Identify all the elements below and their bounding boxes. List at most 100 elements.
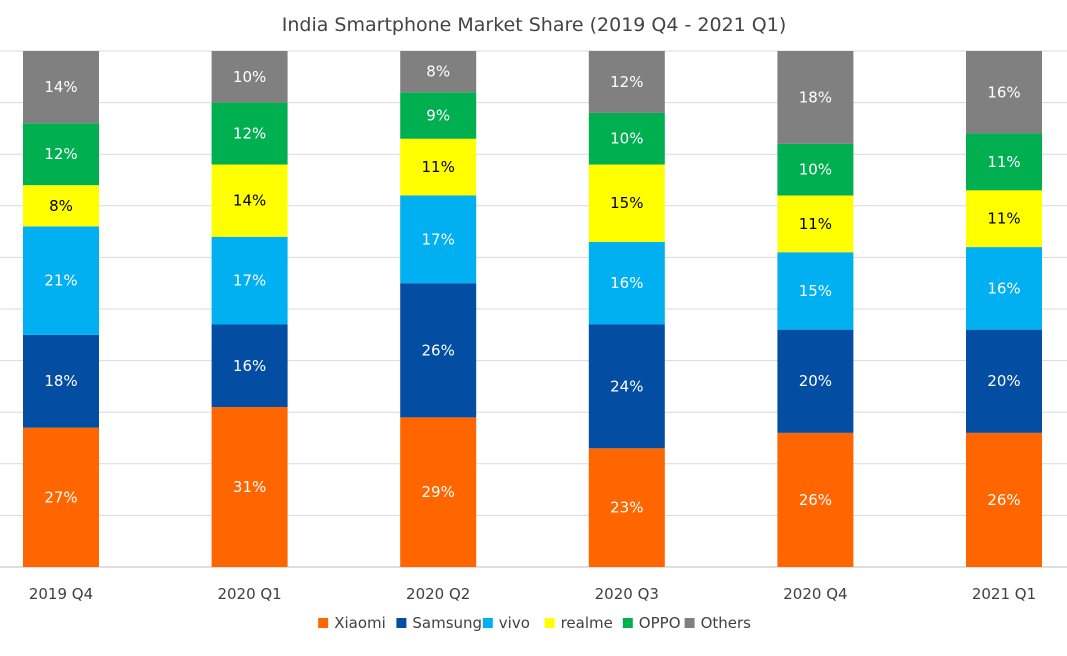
bar-vivo-2019-q4 bbox=[23, 226, 99, 335]
data-label-xiaomi-2019-q4: 27% bbox=[44, 488, 77, 506]
bar-vivo-2020-q3 bbox=[588, 241, 665, 325]
data-label-vivo-2020-q1: 17% bbox=[233, 272, 266, 290]
legend-label: Others bbox=[701, 614, 752, 632]
bar-vivo-2020-q1 bbox=[211, 236, 288, 325]
bar-realme-2020-q1 bbox=[211, 164, 288, 237]
data-label-samsung-2019-q4: 18% bbox=[44, 372, 77, 390]
bar-realme-2020-q4 bbox=[777, 195, 854, 253]
legend-label: OPPO bbox=[639, 614, 681, 632]
bar-oppo-2020-q2 bbox=[400, 92, 477, 139]
bar-vivo-2020-q4 bbox=[777, 252, 854, 330]
chart-title: India Smartphone Market Share (2019 Q4 -… bbox=[282, 14, 787, 36]
data-label-oppo-2020-q1: 12% bbox=[233, 125, 266, 143]
bar-xiaomi-2020-q4 bbox=[777, 432, 854, 567]
x-axis: 2019 Q4 2020 Q1 2020 Q2 2020 Q3 2020 Q4 2021 … bbox=[29, 585, 1036, 603]
data-label-samsung-2020-q4: 20% bbox=[799, 372, 832, 390]
gridlines bbox=[0, 50, 1067, 568]
legend-swatch bbox=[684, 618, 695, 628]
data-label-vivo-2021-q1: 16% bbox=[987, 279, 1020, 297]
legend-label: realme bbox=[561, 614, 613, 632]
data-label-xiaomi-2020-q2: 29% bbox=[422, 483, 455, 501]
bar-samsung-2021-q1 bbox=[966, 329, 1042, 433]
x-tick-label: 2021 Q1 bbox=[972, 585, 1036, 603]
bar-vivo-2020-q2 bbox=[400, 195, 477, 284]
x-tick-label: 2020 Q2 bbox=[406, 585, 470, 603]
bar-others-2021-q1 bbox=[966, 51, 1042, 134]
bar-samsung-2019-q4 bbox=[23, 334, 99, 428]
bar-samsung-2020-q2 bbox=[400, 283, 477, 418]
legend: Xiaomi Samsung vivo realme OPPO Others bbox=[318, 614, 751, 632]
x-tick-label: 2020 Q3 bbox=[595, 585, 659, 603]
data-label-realme-2020-q1: 14% bbox=[233, 192, 266, 210]
bar-xiaomi-2019-q4 bbox=[23, 427, 99, 567]
bar-oppo-2019-q4 bbox=[23, 123, 99, 186]
bar-xiaomi-2020-q3 bbox=[588, 448, 665, 567]
data-label-realme-2020-q4: 11% bbox=[799, 215, 832, 233]
data-label-vivo-2019-q4: 21% bbox=[44, 272, 77, 290]
legend-swatch bbox=[544, 618, 555, 628]
bar-oppo-2020-q1 bbox=[211, 102, 288, 165]
data-label-others-2021-q1: 16% bbox=[987, 83, 1020, 101]
data-label-xiaomi-2020-q3: 23% bbox=[610, 499, 643, 517]
bar-vivo-2021-q1 bbox=[966, 247, 1042, 330]
data-label-xiaomi-2020-q1: 31% bbox=[233, 478, 266, 496]
data-label-others-2020-q1: 10% bbox=[233, 68, 266, 86]
legend-swatch bbox=[318, 618, 329, 628]
bar-samsung-2020-q1 bbox=[211, 324, 288, 408]
data-label-realme-2021-q1: 11% bbox=[987, 210, 1020, 228]
data-labels: 27% 18% 21% 8% 12% 14% 31% 16% 17% 14% 12% 10% 29% 26… bbox=[44, 63, 1020, 517]
bar-others-2019-q4 bbox=[23, 51, 99, 124]
data-label-vivo-2020-q3: 16% bbox=[610, 274, 643, 292]
bar-others-2020-q3 bbox=[588, 51, 665, 113]
legend-label: vivo bbox=[499, 614, 530, 632]
x-tick-label: 2020 Q1 bbox=[217, 585, 281, 603]
bar-others-2020-q1 bbox=[211, 51, 288, 103]
legend-label: Samsung bbox=[412, 614, 482, 632]
data-label-samsung-2021-q1: 20% bbox=[987, 372, 1020, 390]
data-label-vivo-2020-q2: 17% bbox=[422, 230, 455, 248]
data-label-samsung-2020-q1: 16% bbox=[233, 357, 266, 375]
legend-item-others: Others bbox=[684, 614, 752, 632]
bar-oppo-2021-q1 bbox=[966, 133, 1042, 191]
data-label-oppo-2019-q4: 12% bbox=[44, 145, 77, 163]
data-label-others-2019-q4: 14% bbox=[44, 78, 77, 96]
bar-xiaomi-2020-q1 bbox=[211, 407, 288, 567]
data-label-realme-2019-q4: 8% bbox=[49, 197, 73, 215]
bar-samsung-2020-q4 bbox=[777, 329, 854, 433]
data-label-others-2020-q3: 12% bbox=[610, 73, 643, 91]
data-label-xiaomi-2020-q4: 26% bbox=[799, 491, 832, 509]
legend-swatch bbox=[396, 618, 407, 628]
x-tick-label: 2020 Q4 bbox=[783, 585, 847, 603]
data-label-oppo-2021-q1: 11% bbox=[987, 153, 1020, 171]
bar-realme-2020-q2 bbox=[400, 138, 477, 196]
data-label-realme-2020-q3: 15% bbox=[610, 194, 643, 212]
x-tick-label: 2019 Q4 bbox=[29, 585, 93, 603]
bar-xiaomi-2021-q1 bbox=[966, 432, 1042, 567]
bar-realme-2020-q3 bbox=[588, 164, 665, 242]
legend-item-vivo: vivo bbox=[482, 614, 530, 632]
bar-oppo-2020-q3 bbox=[588, 112, 665, 165]
legend-item-oppo: OPPO bbox=[622, 614, 681, 632]
bar-realme-2019-q4 bbox=[23, 185, 99, 227]
legend-item-samsung: Samsung bbox=[396, 614, 482, 632]
data-label-xiaomi-2021-q1: 26% bbox=[987, 491, 1020, 509]
legend-item-realme: realme bbox=[544, 614, 613, 632]
data-label-samsung-2020-q3: 24% bbox=[610, 377, 643, 395]
data-label-oppo-2020-q2: 9% bbox=[426, 107, 450, 125]
data-label-oppo-2020-q3: 10% bbox=[610, 130, 643, 148]
data-label-vivo-2020-q4: 15% bbox=[799, 282, 832, 300]
legend-item-xiaomi: Xiaomi bbox=[318, 614, 386, 632]
bar-realme-2021-q1 bbox=[966, 190, 1042, 248]
legend-swatch bbox=[622, 618, 633, 628]
bar-oppo-2020-q4 bbox=[777, 143, 854, 196]
data-label-samsung-2020-q2: 26% bbox=[422, 341, 455, 359]
bar-samsung-2020-q3 bbox=[588, 324, 665, 449]
bars bbox=[23, 51, 1042, 567]
data-label-others-2020-q2: 8% bbox=[426, 63, 450, 81]
data-label-oppo-2020-q4: 10% bbox=[799, 161, 832, 179]
bar-others-2020-q2 bbox=[400, 51, 477, 93]
legend-swatch bbox=[482, 618, 493, 628]
data-label-realme-2020-q2: 11% bbox=[422, 158, 455, 176]
